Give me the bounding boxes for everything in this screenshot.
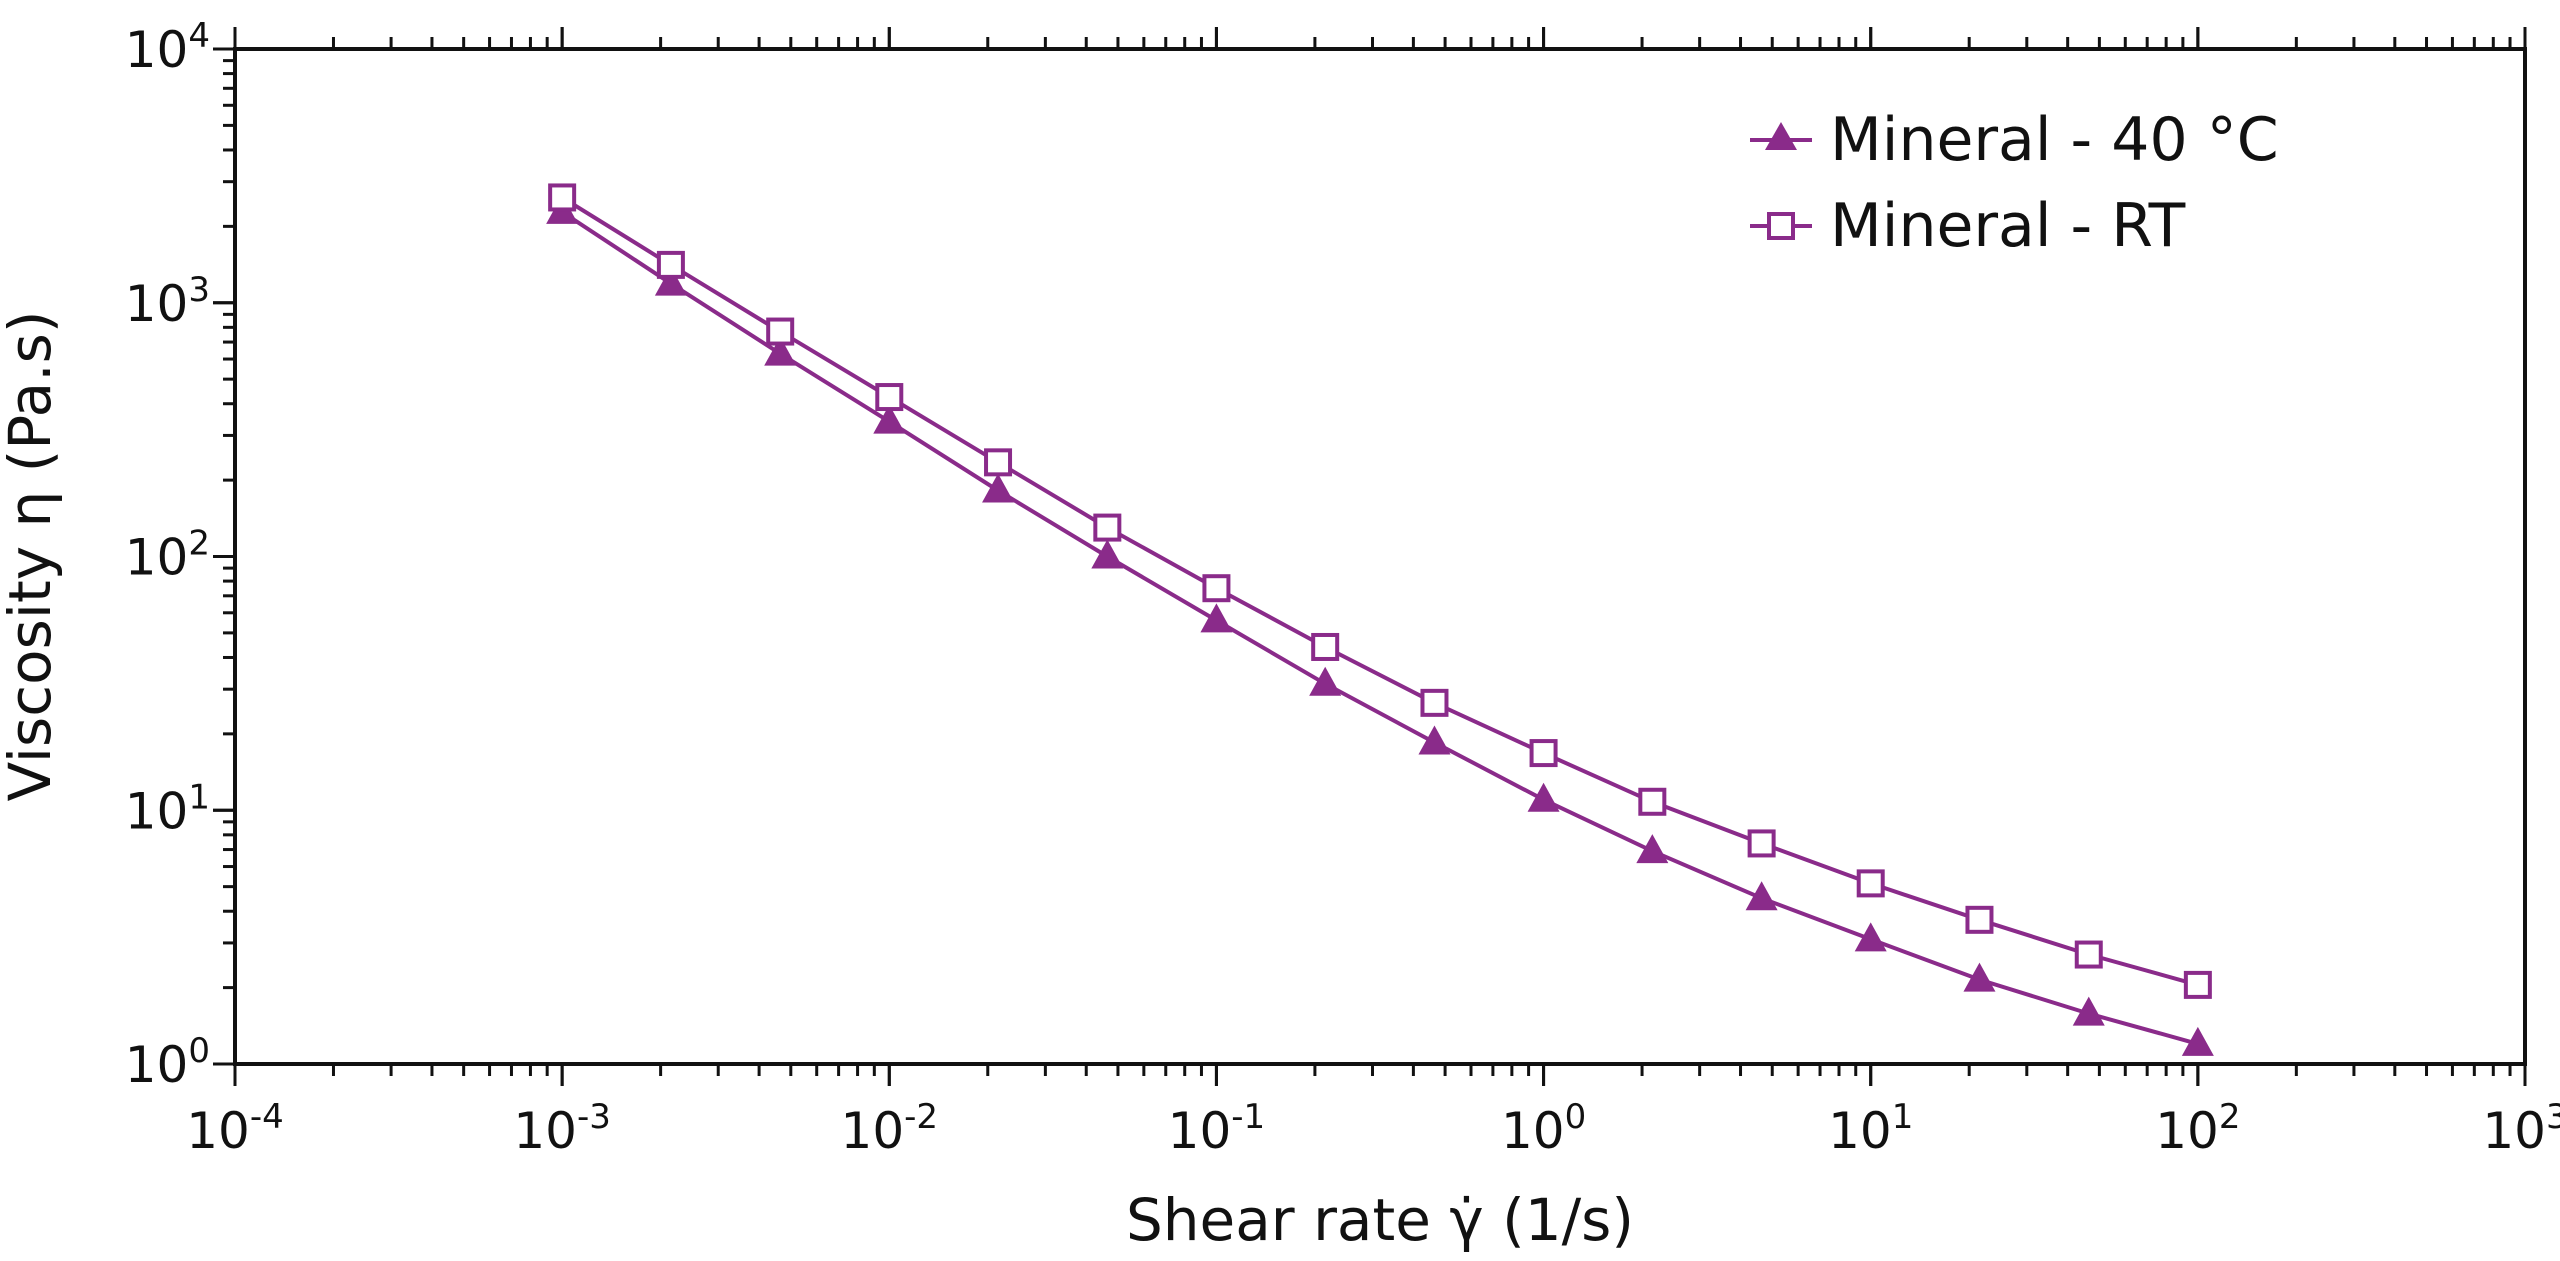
data-point-square [548,183,577,212]
data-point-triangle [1636,834,1669,864]
data-point-square [875,383,904,412]
y-tick-labels: 100 101 102 103 104 [125,16,210,1094]
series-line [560,210,2199,1046]
data-point-square [1856,869,1885,898]
y-tick-label: 100 [125,1031,210,1094]
axis-ticks [213,27,2527,1086]
legend-marker-40c [1765,122,1797,150]
data-point-triangle [982,473,1015,503]
data-point-triangle [2072,996,2105,1026]
data-point-triangle [1091,539,1124,569]
data-point-square [1202,574,1231,603]
data-point-triangle [1745,881,1778,911]
y-tick-label: 104 [125,16,210,79]
x-tick-label: 10-3 [513,1097,611,1160]
data-point-square [1420,688,1449,717]
data-point-triangle [1200,603,1233,633]
x-tick-label: 100 [1501,1097,1586,1160]
x-tick-label: 103 [2482,1097,2560,1160]
data-point-square [2183,970,2212,999]
series-layer [546,183,2214,1056]
data-point-triangle [1854,922,1887,952]
legend: Mineral - 40 °C Mineral - RT [1750,105,2279,261]
x-tick-label: 101 [1828,1097,1913,1160]
legend-label-40c: Mineral - 40 °C [1830,105,2279,175]
data-point-triangle [764,336,797,366]
data-point-triangle [1527,782,1560,812]
data-point-square [1965,905,1994,934]
legend-marker-rt [1767,212,1795,240]
data-point-triangle [873,404,906,434]
x-tick-label: 10-1 [1168,1097,1266,1160]
data-point-square [656,250,685,279]
series-mineral-40c [546,194,2214,1056]
data-point-square [1093,513,1122,542]
data-point-triangle [2181,1026,2214,1056]
data-point-triangle [1309,666,1342,696]
series-line [561,195,2199,987]
x-tick-label: 10-2 [841,1097,939,1160]
data-point-square [2074,940,2103,969]
y-tick-label: 103 [125,270,210,333]
y-axis-title: Viscosity η (Pa.s) [0,311,64,802]
data-point-square [984,448,1013,477]
data-point-triangle [1418,725,1451,755]
y-tick-label: 102 [125,524,210,587]
data-point-square [1529,739,1558,768]
legend-label-rt: Mineral - RT [1830,191,2186,261]
x-tick-label: 102 [2155,1097,2240,1160]
data-point-triangle [1963,962,1996,992]
data-point-square [1311,632,1340,661]
data-point-triangle [654,266,687,296]
data-point-square [1747,829,1776,858]
x-tick-labels: 10-4 10-3 10-2 10-1 100 101 102 103 [186,1097,2560,1160]
series-mineral-rt [548,183,2212,999]
x-tick-label: 10-4 [186,1097,284,1160]
x-axis-title: Shear rate γ̇ (1/s) [1126,1186,1634,1254]
data-point-square [1638,787,1667,816]
data-point-square [766,317,795,346]
y-tick-label: 101 [125,777,210,840]
